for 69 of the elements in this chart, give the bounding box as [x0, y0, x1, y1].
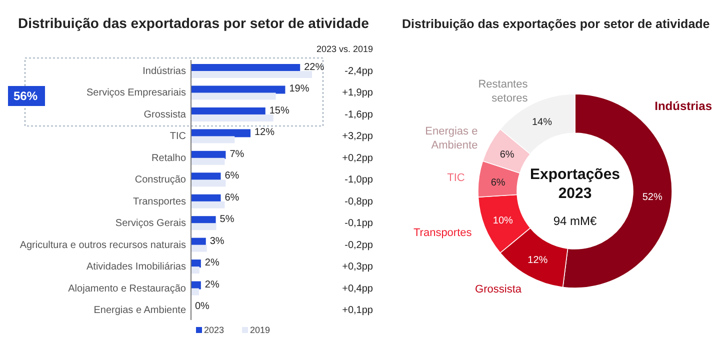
y-tick-label: Indústrias	[142, 66, 186, 77]
y-tick-label: Transportes	[133, 196, 186, 208]
y-tick-label: TIC	[170, 131, 186, 142]
data-label: 52%	[642, 192, 662, 203]
text: +0,1pp	[342, 305, 374, 316]
bar	[191, 71, 312, 78]
data-label: 12%	[254, 127, 275, 138]
text: -1,0pp	[344, 174, 374, 186]
y-tick-label: Construção	[134, 174, 186, 186]
data-label: 5%	[220, 214, 234, 226]
text: 2023	[558, 185, 592, 202]
bar	[191, 92, 276, 100]
bar	[191, 244, 207, 252]
data-label: 7%	[230, 148, 244, 160]
y-tick-label: Serviços Gerais	[115, 218, 186, 230]
text: +0,4pp	[342, 283, 374, 294]
legend-label: 2023	[204, 325, 224, 335]
text: +0,3pp	[342, 262, 374, 273]
slice-label: Energias e Ambiente	[425, 126, 478, 152]
bar	[191, 201, 225, 208]
bar	[191, 180, 226, 187]
text: +1,9pp	[342, 88, 374, 99]
data-label: 6%	[224, 192, 240, 204]
text: 2023 vs. 2019	[316, 44, 373, 54]
data-label: 0%	[195, 301, 210, 312]
text: 56%	[13, 89, 38, 103]
legend-label: 2019	[250, 325, 270, 335]
text: -0,1pp	[344, 218, 374, 230]
text: -0,8pp	[344, 196, 374, 208]
y-tick-label: Alojamento e Restauração	[68, 283, 186, 294]
y-tick-label: Agricultura e outros recursos naturais	[20, 240, 186, 251]
bar	[191, 266, 200, 274]
bar	[191, 158, 225, 165]
y-tick-label: Atividades Imobiliárias	[86, 262, 186, 273]
data-label: 22%	[304, 62, 324, 73]
data-label: 2%	[204, 279, 220, 290]
data-label: 12%	[528, 254, 548, 266]
y-tick-label: Energias e Ambiente	[94, 305, 186, 316]
bar	[191, 223, 216, 230]
data-label: 2%	[204, 258, 220, 269]
bar	[191, 288, 199, 296]
slice-label: Transportes	[414, 226, 472, 239]
text: 94 mM€	[553, 214, 597, 228]
slice-label: Grossista	[475, 283, 522, 296]
data-label: 6%	[490, 177, 506, 188]
slice-label: Restantes setores	[478, 78, 528, 105]
bar	[191, 114, 274, 122]
data-label: 6%	[500, 150, 514, 161]
data-label: 6%	[224, 170, 240, 182]
data-label: 3%	[210, 236, 224, 247]
y-tick-label: Retalho	[152, 152, 186, 164]
text: Exportações	[530, 166, 620, 183]
text: +0,2pp	[342, 152, 374, 164]
bar	[191, 136, 235, 144]
y-tick-label: Serviços Empresariais	[86, 88, 186, 99]
data-label: 10%	[492, 216, 514, 227]
y-tick-label: Grossista	[144, 109, 186, 120]
chart-title: Distribuição das exportações por setor de atividade	[402, 17, 710, 31]
slice-label: Indústrias	[654, 99, 712, 114]
bar	[191, 129, 251, 138]
text: -1,6pp	[344, 109, 374, 120]
text: -2,4pp	[344, 66, 374, 77]
slice-label: TIC	[447, 172, 465, 184]
data-label: 14%	[532, 116, 552, 128]
chart-title: Distribuição das exportadoras por setor de atividade	[18, 15, 370, 31]
data-label: 15%	[269, 105, 290, 116]
text: +3,2pp	[342, 131, 374, 142]
text: -0,2pp	[344, 240, 374, 251]
data-label: 19%	[289, 84, 310, 95]
